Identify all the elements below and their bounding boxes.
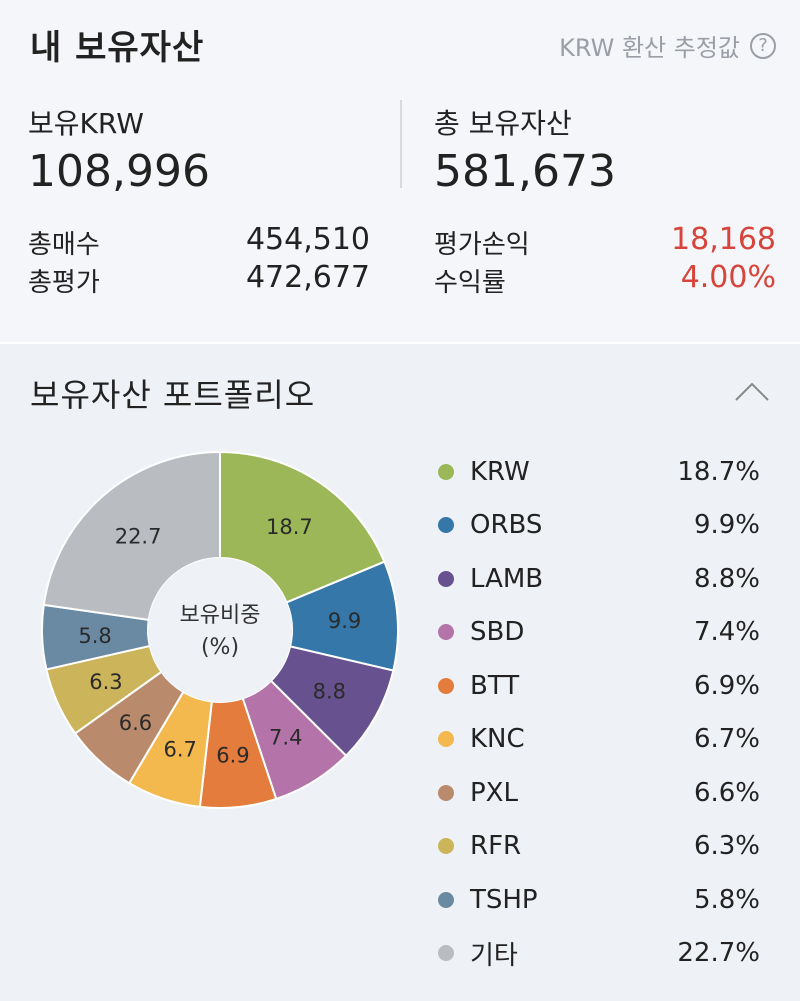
legend-percent: 8.8% — [693, 563, 760, 594]
slice-label-BTT: 6.9 — [216, 743, 249, 767]
legend-percent: 5.8% — [693, 884, 760, 915]
legend-item: SBD 7.4% — [438, 606, 760, 660]
legend-color-dot — [438, 731, 454, 748]
legend-color-dot — [438, 677, 454, 694]
estimate-note[interactable]: KRW 환산 추정값 ? — [559, 28, 776, 63]
legend-asset-name: RFR — [470, 831, 522, 862]
legend-asset-name: PXL — [470, 777, 518, 808]
slice-label-KRW: 18.7 — [266, 515, 313, 539]
chevron-up-icon[interactable] — [734, 380, 770, 404]
donut-center — [148, 558, 292, 702]
legend-color-dot — [438, 517, 454, 534]
slice-label-KNC: 6.7 — [163, 737, 196, 761]
asset-summary-panel: 내 보유자산 KRW 환산 추정값 ? 보유KRW 108,996 총 보유자산… — [0, 0, 800, 344]
legend-asset-name: BTT — [470, 670, 520, 701]
return-rate-value: 4.00% — [680, 260, 776, 295]
donut-center-label: 보유비중 — [180, 603, 261, 628]
legend-color-dot — [438, 570, 454, 587]
legend-item: PXL 6.6% — [438, 766, 760, 820]
legend-percent: 22.7% — [677, 938, 760, 969]
return-rate-label: 수익률 — [434, 268, 506, 298]
krw-label: 보유KRW — [28, 107, 144, 140]
legend-item: KNC 6.7% — [438, 713, 760, 767]
legend-asset-name: KRW — [470, 456, 530, 487]
legend-asset-name: ORBS — [470, 510, 543, 541]
total-assets-value: 581,673 — [434, 146, 616, 197]
pnl-label: 평가손익 — [434, 230, 530, 260]
legend-percent: 6.9% — [693, 670, 760, 701]
legend-percent: 6.3% — [693, 831, 760, 862]
slice-label-LAMB: 8.8 — [313, 680, 346, 704]
total-buy-label: 총매수 — [28, 230, 100, 260]
pnl-value: 18,168 — [671, 222, 776, 257]
krw-value: 108,996 — [28, 146, 210, 197]
legend-percent: 6.6% — [693, 777, 760, 808]
estimate-note-label: KRW 환산 추정값 — [559, 34, 740, 62]
total-buy-value: 454,510 — [245, 222, 370, 257]
legend-color-dot — [438, 945, 454, 962]
legend-percent: 9.9% — [693, 510, 760, 541]
portfolio-title: 보유자산 포트폴리오 — [30, 376, 316, 414]
portfolio-donut-chart: 보유비중 (%) 18.7 9.9 8.8 7.4 6.9 6.7 6.6 6.3 5.8 22.… — [41, 450, 399, 809]
legend-item: TSHP 5.8% — [438, 873, 760, 927]
legend-asset-name: SBD — [470, 617, 525, 648]
legend-item: ORBS 9.9% — [438, 499, 760, 553]
page-title: 내 보유자산 — [30, 28, 205, 68]
legend-color-dot — [438, 784, 454, 801]
legend-asset-name: 기타 — [470, 940, 518, 971]
legend-item: KRW 18.7% — [438, 445, 760, 499]
slice-label-SBD: 7.4 — [269, 725, 302, 749]
legend-item: 기타 22.7% — [438, 927, 760, 981]
legend-color-dot — [438, 624, 454, 641]
legend-asset-name: LAMB — [470, 563, 544, 594]
summary-divider — [400, 100, 402, 188]
slice-label-ORBS: 9.9 — [328, 609, 361, 633]
portfolio-legend: KRW 18.7% ORBS 9.9% LAMB 8.8% SBD 7.4% BTT 6.9% KN… — [438, 445, 760, 980]
legend-percent: 7.4% — [693, 617, 760, 648]
donut-center-unit: (%) — [201, 635, 239, 660]
total-assets-label: 총 보유자산 — [434, 107, 572, 140]
legend-asset-name: TSHP — [470, 884, 538, 915]
legend-percent: 6.7% — [693, 724, 760, 755]
legend-item: BTT 6.9% — [438, 659, 760, 713]
slice-label-PXL: 6.6 — [119, 711, 152, 735]
legend-item: RFR 6.3% — [438, 820, 760, 874]
total-eval-value: 472,677 — [245, 260, 370, 295]
slice-label-기타: 22.7 — [115, 525, 162, 549]
legend-color-dot — [438, 463, 454, 480]
question-circle-icon[interactable]: ? — [750, 32, 776, 59]
slice-label-TSHP: 5.8 — [78, 624, 111, 648]
legend-color-dot — [438, 838, 454, 855]
legend-percent: 18.7% — [677, 456, 760, 487]
legend-asset-name: KNC — [470, 724, 525, 755]
total-eval-label: 총평가 — [28, 268, 100, 298]
legend-item: LAMB 8.8% — [438, 552, 760, 606]
legend-color-dot — [438, 891, 454, 908]
slice-label-RFR: 6.3 — [89, 670, 122, 694]
